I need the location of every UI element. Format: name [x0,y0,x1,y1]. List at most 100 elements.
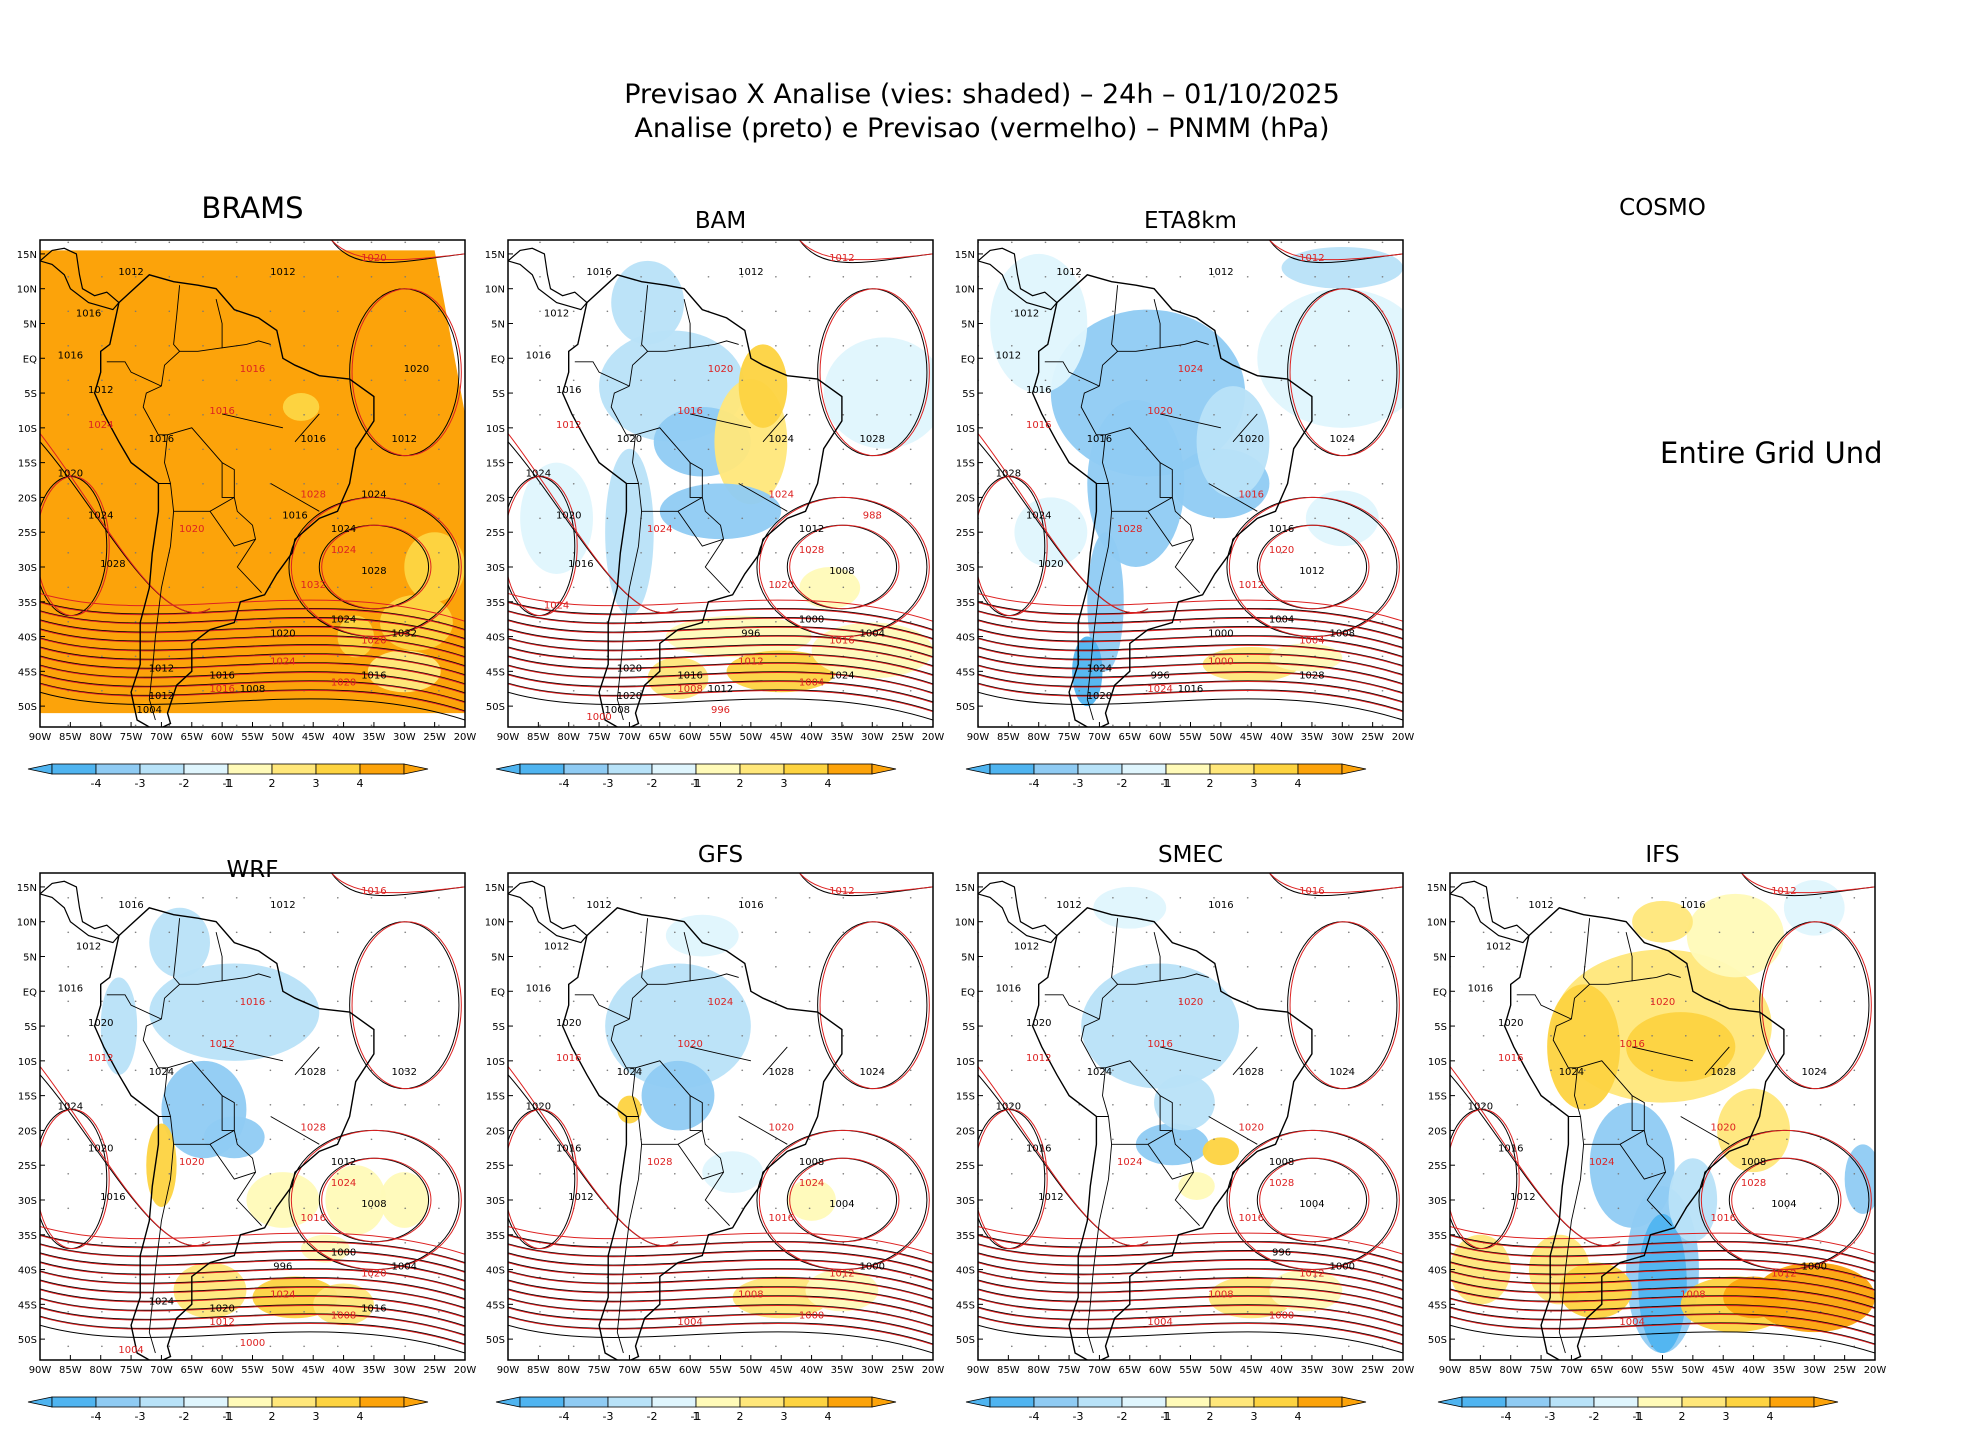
analysis-contour-label: 1016 [361,670,386,681]
colorbar-segment [1297,763,1343,775]
analysis-contour-label: 1012 [586,900,611,911]
country-border [215,931,271,982]
analysis-contour-label: 1016 [149,434,174,445]
panel-brams: BRAMS 1012 1012 1016 1016 1012 1016 1016 1012 102… [17,191,477,790]
country-border [762,1046,788,1076]
dotted-grid [978,873,1403,1360]
lon-tick-label: 85W [59,1365,82,1376]
forecast-isobar [508,601,933,631]
lat-tick-label: 5N [961,952,975,963]
coastline [1503,907,1785,1360]
coastline-central-america [508,247,588,311]
analysis-isobar [508,628,933,658]
lon-tick-label: 90W [967,732,990,743]
lon-tick-label: 60W [1149,1365,1172,1376]
colorbar-tick-label: 1 [1163,777,1170,790]
analysis-contour-label: 1008 [829,566,854,577]
forecast-isobar [978,1262,1403,1291]
forecast-isobar [40,1298,465,1328]
lon-tick-label: 90W [967,1365,990,1376]
forecast-contour-label: 1000 [240,1338,265,1349]
country-border [142,1018,168,1069]
analysis-isobar [978,655,1403,685]
lat-tick-label: 15S [486,459,505,470]
forecast-isobar [508,1316,933,1346]
analysis-contour-label: 1000 [799,615,824,626]
lat-tick-label: 5S [24,389,37,400]
forecast-isobar [40,647,465,676]
analysis-contour-label: 1020 [526,1102,551,1113]
forecast-isobar [40,1234,465,1264]
lon-tick-label: 90W [1439,1365,1462,1376]
forecast-contour-label: 1000 [1208,656,1233,667]
forecast-contour-label: 1020 [708,364,733,375]
panel-title: SMEC [1158,842,1223,868]
lat-tick-label: 35S [1428,1231,1447,1242]
analysis-contour-label: 1024 [1087,663,1112,674]
colorbar-arrow-right [1341,763,1367,775]
analysis-contour-label: 1016 [361,1303,386,1314]
forecast-contour-label: 1020 [179,524,204,535]
forecast-contour-label: 1024 [270,656,295,667]
lon-tick-label: 70W [1560,1365,1583,1376]
lon-tick-label: 35W [363,1365,386,1376]
analysis-contour-label: 1012 [149,663,174,674]
analysis-contour-label: 1020 [556,1018,581,1029]
lat-tick-label: 15S [956,1092,975,1103]
lon-tick-label: 45W [302,732,325,743]
forecast-contour-label: 1004 [799,677,824,688]
forecast-isobar [331,240,465,261]
forecast-contour-label: 1012 [829,1269,854,1280]
lat-tick-label: 5S [962,389,975,400]
colorbar-segment [739,1396,785,1408]
analysis-contour-label: 1012 [118,267,143,278]
analysis-contour-label: 1032 [392,629,417,640]
lat-tick-label: 15N [485,883,505,894]
country-border [683,931,739,982]
lon-tick-label: 35W [1301,732,1324,743]
country-border [610,385,636,436]
analysis-contour-label: 1024 [149,1296,174,1307]
forecast-isobar [290,496,462,638]
analysis-contour-label: 1016 [677,670,702,681]
colorbar-segment [1253,763,1299,775]
analysis-contour-label: 1004 [1299,1199,1324,1210]
analysis-contour-label: 1012 [270,900,295,911]
forecast-isobar [978,433,1149,614]
colorbar-tick-label: -4 [1501,1410,1512,1423]
lat-tick-label: 20S [1428,1126,1447,1137]
lon-tick-label: 30W [1803,1365,1826,1376]
lon-tick-label: 70W [618,1365,641,1376]
coastline [93,274,375,727]
lon-tick-label: 70W [1088,732,1111,743]
country-border [1232,1046,1258,1076]
forecast-isobar [978,1298,1403,1328]
colorbar-tick-label: -1 [691,777,702,790]
analysis-isobar [1450,1315,1875,1345]
forecast-isobar [40,638,465,667]
forecast-contour-label: 1024 [1589,1157,1614,1168]
lon-tick-label: 85W [527,1365,550,1376]
colorbar-tick-label: 3 [1251,777,1258,790]
lon-tick-label: 45W [770,1365,793,1376]
lon-tick-label: 90W [497,1365,520,1376]
analysis-contour-label: 1012 [1528,900,1553,911]
lat-tick-label: 10N [17,285,37,296]
colorbar-segment [695,763,741,775]
forecast-isobar [40,433,211,614]
forecast-contour-label: 1016 [1147,1039,1172,1050]
colorbar-tick-label: 2 [269,1410,276,1423]
lon-tick-label: 80W [1499,1365,1522,1376]
forecast-contour-label: 1000 [799,1310,824,1321]
forecast-isobar [508,1253,933,1282]
lon-tick-label: 25W [1361,1365,1384,1376]
map-area: 1016 1012 1012 1016 1020 1024 1028 1032 1024 1020… [40,873,465,1360]
country-border [1208,483,1258,512]
country-border [270,1116,320,1145]
colorbar-segment [359,763,405,775]
analysis-contour-label: 1016 [1178,684,1203,695]
analysis-isobar [508,1243,933,1273]
analysis-contour-label: 1028 [996,469,1021,480]
colorbar-segment [1253,1396,1299,1408]
analysis-contour-label: 1012 [149,691,174,702]
